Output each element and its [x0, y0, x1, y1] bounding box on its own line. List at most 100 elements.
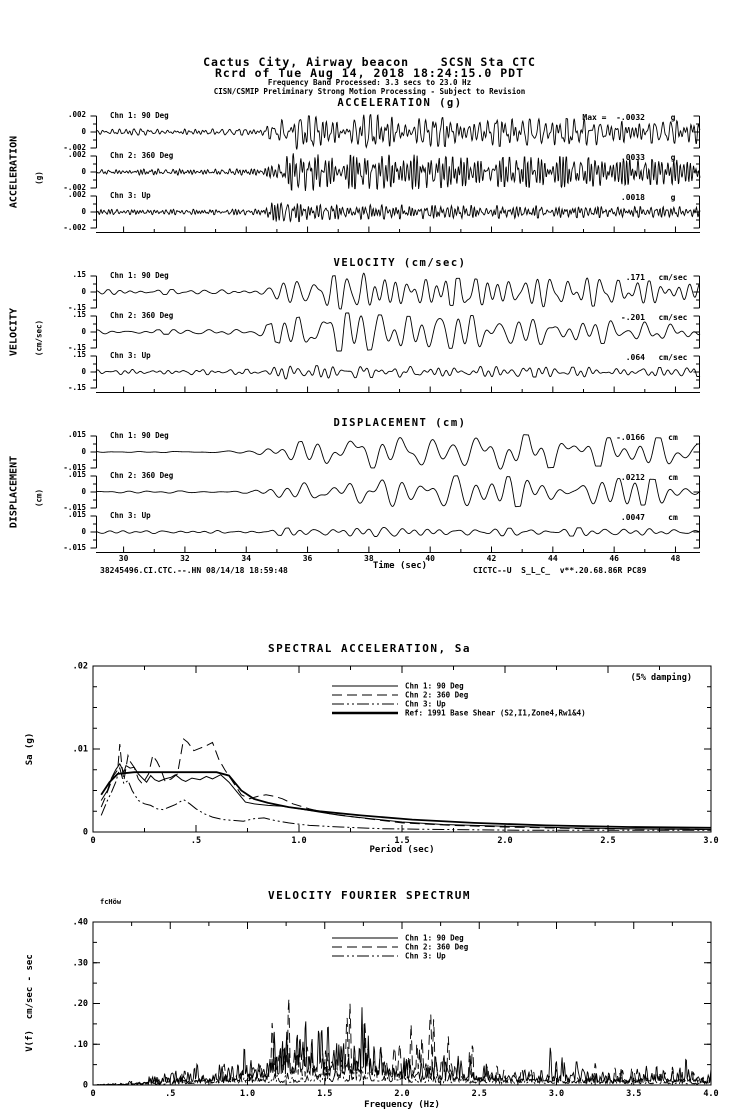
displacement-traces — [90, 432, 710, 556]
peak-unit: cm/sec — [658, 353, 688, 362]
time-tick-label: 46 — [609, 554, 619, 563]
y-scale-label: 0 — [81, 207, 86, 216]
y-scale-label: 0 — [81, 327, 86, 336]
fourier-chart-title: VELOCITY FOURIER SPECTRUM — [267, 889, 472, 902]
channel-label: Chn 3: Up — [110, 351, 151, 360]
time-tick-label: 44 — [548, 554, 558, 563]
y-scale-label: .002 — [67, 110, 86, 119]
y-scale-label: -.015 — [63, 543, 86, 552]
damping-annotation: (5% damping) — [630, 673, 692, 683]
acceleration-trace-chn3 — [96, 203, 700, 222]
velocity-trace-chn3 — [96, 366, 700, 379]
time-tick-label: 30 — [118, 554, 129, 563]
y-scale-label: -.15 — [67, 303, 86, 312]
velocity-trace-chn1 — [96, 273, 700, 309]
displacement-trace-chn3 — [96, 527, 700, 536]
y-scale-label: 0 — [81, 527, 86, 536]
fourier-y-tick-label: .40 — [73, 918, 88, 928]
fourier-x-tick-label: 2.0 — [394, 1089, 409, 1099]
channel-label: Chn 2: 360 Deg — [110, 311, 174, 320]
acceleration-trace-chn1 — [96, 115, 700, 150]
y-scale-label: 0 — [81, 487, 86, 496]
fourier-plot-area: .40 .30 .20 .10 00 .5 1.0 1.5 2.0 2.5 3.0 3.5 4.0 Chn… — [73, 918, 719, 1100]
fourier-x-tick-label: .5 — [165, 1089, 175, 1099]
time-tick-label: 42 — [486, 554, 497, 563]
displacement-title: DISPLACEMENT (cm) — [333, 417, 467, 429]
acceleration-traces — [90, 112, 710, 236]
channel-label: Chn 2: 360 Deg — [110, 471, 174, 480]
fourier-y-tick-label: .10 — [73, 1040, 88, 1050]
fourier-y-tick-label: .20 — [73, 999, 88, 1009]
sa-series-1 — [101, 764, 711, 830]
acceleration-panel: ACCELERATION (g) ACCELERATION (g) Chn 1:… — [0, 97, 739, 238]
peak-value: -.0166 — [616, 433, 645, 442]
station-title: Cactus City, Airway beacon SCSN Sta CTC — [203, 55, 536, 69]
record-id-footer: 38245496.CI.CTC.--.HN 08/14/18 18:59:48 — [100, 566, 288, 575]
sa-series-4 — [101, 772, 711, 828]
y-scale-label: .002 — [67, 190, 86, 199]
velocity-axis-label: VELOCITY — [8, 307, 20, 357]
y-scale-label: .15 — [72, 270, 86, 279]
time-tick-label: 38 — [364, 554, 374, 563]
displacement-trace-chn2 — [96, 476, 700, 507]
acceleration-axis-unit: (g) — [34, 171, 44, 185]
legend-label: Chn 2: 360 Deg — [405, 943, 469, 952]
y-scale-label: -.015 — [63, 463, 86, 472]
acceleration-trace-chn2 — [96, 153, 700, 191]
channel-label: Chn 3: Up — [110, 511, 151, 520]
sa-series-3 — [101, 768, 711, 830]
sa-x-tick-label: 1.0 — [291, 836, 306, 846]
velocity-axis-unit: (cm/sec) — [34, 319, 44, 357]
sa-chart-title: SPECTRAL ACCELERATION, Sa — [267, 642, 472, 655]
y-scale-label: .15 — [72, 310, 86, 319]
peak-value: .171 — [625, 273, 645, 282]
y-scale-label: 0 — [81, 447, 86, 456]
peak-value: .0212 — [620, 473, 645, 482]
y-scale-label: -.015 — [63, 503, 86, 512]
peak-value: Max = -.0032 — [582, 113, 645, 122]
fourier-series-1 — [93, 1007, 711, 1085]
peak-unit: cm — [668, 473, 678, 482]
peak-value: -.201 — [620, 313, 645, 322]
y-scale-label: -.002 — [63, 143, 86, 152]
y-scale-label: .015 — [67, 470, 86, 479]
peak-unit: cm/sec — [658, 273, 688, 282]
displacement-panel: DISPLACEMENT (cm) DISPLACEMENT (cm) Time… — [0, 417, 739, 582]
sa-x-tick-label: .5 — [191, 836, 201, 846]
sa-x-tick-label: 3.0 — [703, 836, 718, 846]
velocity-title: VELOCITY (cm/sec) — [333, 257, 467, 269]
time-tick-label: 34 — [241, 554, 252, 563]
velocity-traces — [90, 272, 710, 396]
acceleration-title: ACCELERATION (g) — [337, 97, 463, 109]
y-scale-label: .002 — [67, 150, 86, 159]
displacement-trace-chn1 — [96, 435, 700, 469]
y-scale-label: .15 — [72, 350, 86, 359]
channel-label: Chn 2: 360 Deg — [110, 151, 174, 160]
legend-label: Chn 3: Up — [405, 700, 446, 709]
peak-unit: cm — [668, 513, 678, 522]
fourier-y-tick-label: .30 — [73, 958, 88, 968]
spectral-acceleration-chart: SPECTRAL ACCELERATION, Sa (5% damping) S… — [0, 640, 739, 870]
peak-unit: g — [670, 113, 676, 122]
time-axis-label: Time (sec) — [372, 561, 428, 571]
processing-version-footer: CICTC--U S_L_C_ v**.20.68.86R PC89 — [473, 566, 647, 575]
sa-series-2 — [101, 739, 711, 830]
fourier-x-tick-label: 0 — [90, 1089, 95, 1099]
y-scale-label: 0 — [81, 167, 86, 176]
sa-x-axis-label: Period (sec) — [369, 845, 435, 855]
velocity-panel: VELOCITY (cm/sec) VELOCITY (cm/sec) Chn … — [0, 257, 739, 398]
y-scale-label: 0 — [81, 127, 86, 136]
time-tick-label: 36 — [302, 554, 313, 563]
sa-y-tick-label: .01 — [73, 745, 88, 755]
sa-x-tick-label: 2.0 — [497, 836, 512, 846]
fourier-x-tick-label: 1.0 — [240, 1089, 255, 1099]
channel-label: Chn 3: Up — [110, 191, 151, 200]
peak-unit: cm/sec — [658, 313, 688, 322]
y-scale-label: 0 — [81, 367, 86, 376]
time-tick-label: 32 — [180, 554, 190, 563]
y-scale-label: -.15 — [67, 383, 86, 392]
y-scale-label: .015 — [67, 430, 86, 439]
y-scale-label: .015 — [67, 510, 86, 519]
time-tick-label: 40 — [425, 554, 435, 563]
